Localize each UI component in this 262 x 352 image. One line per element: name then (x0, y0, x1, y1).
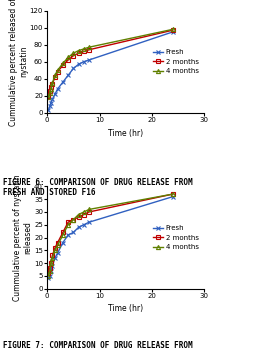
4 months (77, 212, 80, 216)
X-axis label: Time (hr): Time (hr) (108, 128, 143, 138)
2 months (67, 220, 70, 224)
2 months (82, 212, 85, 216)
2 months (88, 210, 91, 214)
Line: Fresh: Fresh (46, 195, 175, 281)
4 months (88, 207, 91, 212)
Line: 4 months: 4 months (46, 27, 175, 100)
Fresh (77, 225, 80, 230)
Fresh (88, 58, 91, 62)
Y-axis label: Cummulative percent of nystatin
released: Cummulative percent of nystatin released (13, 174, 32, 301)
Fresh (51, 97, 54, 101)
2 months (82, 49, 85, 54)
2 months (50, 261, 53, 265)
4 months (47, 95, 50, 100)
Fresh (53, 92, 57, 96)
X-axis label: Time (hr): Time (hr) (108, 304, 143, 313)
Fresh (61, 80, 64, 84)
Text: FIGURE 7: COMPARISON OF DRUG RELEASE FROM: FIGURE 7: COMPARISON OF DRUG RELEASE FRO… (3, 341, 192, 351)
2 months (72, 54, 75, 58)
2 months (61, 63, 64, 67)
Text: FIGURE 6: COMPARISON OF DRUG RELEASE FROM
FRESH AND STORED F16: FIGURE 6: COMPARISON OF DRUG RELEASE FRO… (3, 178, 192, 197)
2 months (47, 271, 50, 275)
Fresh (47, 108, 50, 112)
Fresh (77, 62, 80, 66)
Fresh (72, 230, 75, 234)
Fresh (61, 240, 64, 245)
2 months (47, 94, 50, 98)
2 months (171, 28, 174, 32)
4 months (48, 91, 51, 95)
Fresh (82, 59, 85, 64)
2 months (50, 85, 53, 89)
2 months (48, 266, 51, 270)
4 months (77, 49, 80, 53)
2 months (61, 230, 64, 234)
Line: 2 months: 2 months (46, 28, 175, 98)
4 months (48, 269, 51, 273)
Line: Fresh: Fresh (46, 30, 175, 112)
4 months (50, 87, 53, 91)
Legend: Fresh, 2 months, 4 months: Fresh, 2 months, 4 months (151, 47, 201, 76)
Fresh (48, 274, 51, 278)
4 months (82, 47, 85, 51)
Fresh (56, 87, 59, 91)
4 months (171, 192, 174, 196)
4 months (82, 210, 85, 214)
4 months (51, 81, 54, 85)
Fresh (48, 104, 51, 108)
Y-axis label: Cummulative percent released of
nystatin: Cummulative percent released of nystatin (9, 0, 28, 126)
Fresh (67, 233, 70, 237)
Fresh (67, 73, 70, 77)
2 months (48, 89, 51, 94)
Fresh (171, 195, 174, 199)
4 months (61, 233, 64, 237)
4 months (171, 27, 174, 31)
4 months (88, 45, 91, 49)
Fresh (171, 30, 174, 34)
2 months (56, 70, 59, 74)
Fresh (47, 276, 50, 281)
Fresh (82, 222, 85, 227)
4 months (72, 218, 75, 222)
2 months (88, 48, 91, 52)
Fresh (50, 269, 53, 273)
2 months (72, 218, 75, 222)
2 months (67, 58, 70, 62)
2 months (77, 215, 80, 219)
Line: 4 months: 4 months (46, 192, 175, 278)
4 months (67, 222, 70, 227)
4 months (50, 261, 53, 265)
4 months (53, 73, 57, 77)
2 months (77, 51, 80, 55)
4 months (47, 274, 50, 278)
Legend: Fresh, 2 months, 4 months: Fresh, 2 months, 4 months (151, 223, 201, 252)
4 months (53, 248, 57, 252)
4 months (61, 61, 64, 65)
2 months (53, 75, 57, 79)
2 months (51, 82, 54, 86)
Fresh (72, 67, 75, 71)
Fresh (56, 251, 59, 255)
2 months (51, 253, 54, 258)
4 months (67, 55, 70, 59)
Fresh (50, 100, 53, 105)
4 months (56, 68, 59, 72)
Line: 2 months: 2 months (46, 192, 175, 275)
4 months (51, 256, 54, 260)
4 months (72, 51, 75, 55)
2 months (56, 240, 59, 245)
Fresh (53, 256, 57, 260)
Fresh (51, 264, 54, 268)
4 months (56, 243, 59, 247)
Fresh (88, 220, 91, 224)
2 months (171, 192, 174, 196)
2 months (53, 246, 57, 250)
